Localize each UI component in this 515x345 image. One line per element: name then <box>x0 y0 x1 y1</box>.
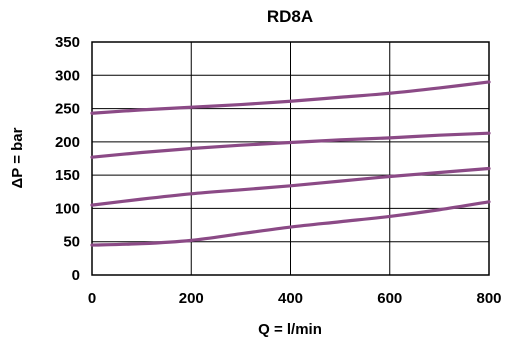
y-axis-label: ΔP = bar <box>9 127 26 188</box>
series-line-3 <box>90 131 491 159</box>
series-line-2 <box>90 166 491 207</box>
series-line-4 <box>90 80 491 115</box>
y-tick-label: 200 <box>55 134 80 151</box>
y-tick-label: 250 <box>55 101 80 118</box>
x-tick-label: 600 <box>377 290 402 307</box>
series-line-1 <box>90 200 491 247</box>
chart-title: RD8A <box>267 7 313 26</box>
x-axis-label: Q = l/min <box>258 321 322 338</box>
y-tick-label: 350 <box>55 34 80 51</box>
x-tick-label: 800 <box>476 290 501 307</box>
x-tick-label: 400 <box>278 290 303 307</box>
y-tick-label: 300 <box>55 67 80 84</box>
x-tick-labels: 0 200 400 600 800 <box>88 290 502 307</box>
y-tick-label: 0 <box>72 267 80 284</box>
x-tick-label: 200 <box>179 290 204 307</box>
y-tick-label: 150 <box>55 167 80 184</box>
y-tick-label: 100 <box>55 200 80 217</box>
series-layer <box>90 80 491 247</box>
y-tick-label: 50 <box>63 234 80 251</box>
y-tick-labels: 0 50 100 150 200 250 300 350 <box>55 34 80 284</box>
x-tick-label: 0 <box>88 290 96 307</box>
grid <box>91 41 490 276</box>
